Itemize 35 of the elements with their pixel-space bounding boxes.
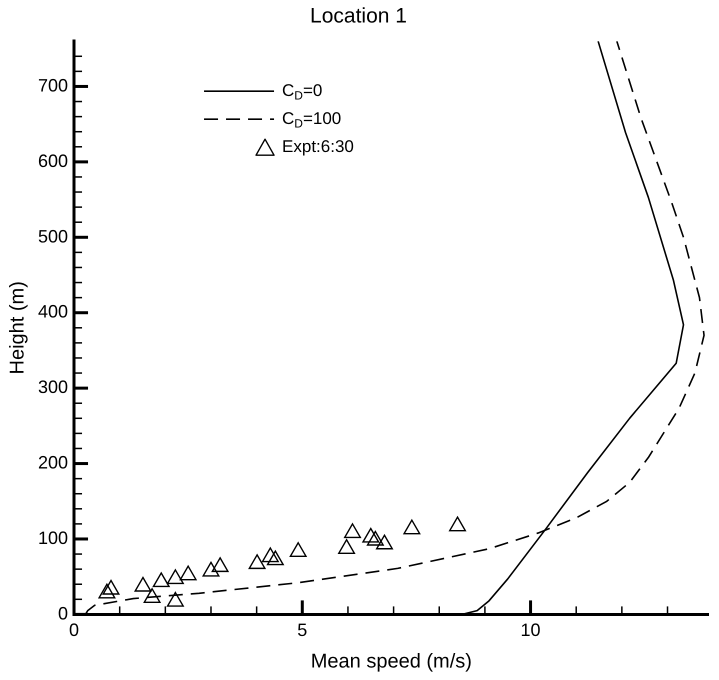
point [166,569,184,584]
y-tick-label: 300 [38,377,68,398]
y-axis-title: Height (m) [6,281,29,374]
point [338,539,356,554]
point [166,592,184,607]
point [144,588,161,604]
y-tick-label: 400 [38,302,68,322]
y-tick-label: 500 [38,226,68,246]
point [449,516,466,532]
point [212,557,229,572]
point [98,584,116,598]
x-tick-label: 10 [520,620,541,640]
point [262,547,279,562]
point [403,519,420,534]
chart-title: Location 1 [310,4,407,28]
y-tick-label: 0 [58,603,68,624]
point [266,550,284,566]
y-tick-label: 700 [38,75,68,96]
y-tick-label: 600 [38,150,68,171]
y-tick-label: 200 [38,452,68,473]
point [376,534,393,550]
point [344,523,362,538]
y-tick-label: 100 [38,528,68,548]
point [134,576,152,592]
point [366,530,384,546]
x-tick-label: 5 [297,620,308,640]
legend-label: Expt:6:30 [282,136,354,156]
point [248,554,266,570]
point [180,565,197,580]
point [152,572,170,588]
point [290,542,307,557]
point [102,580,120,595]
point [362,528,380,543]
point [202,562,220,577]
x-axis-title: Mean speed (m/s) [310,650,472,673]
